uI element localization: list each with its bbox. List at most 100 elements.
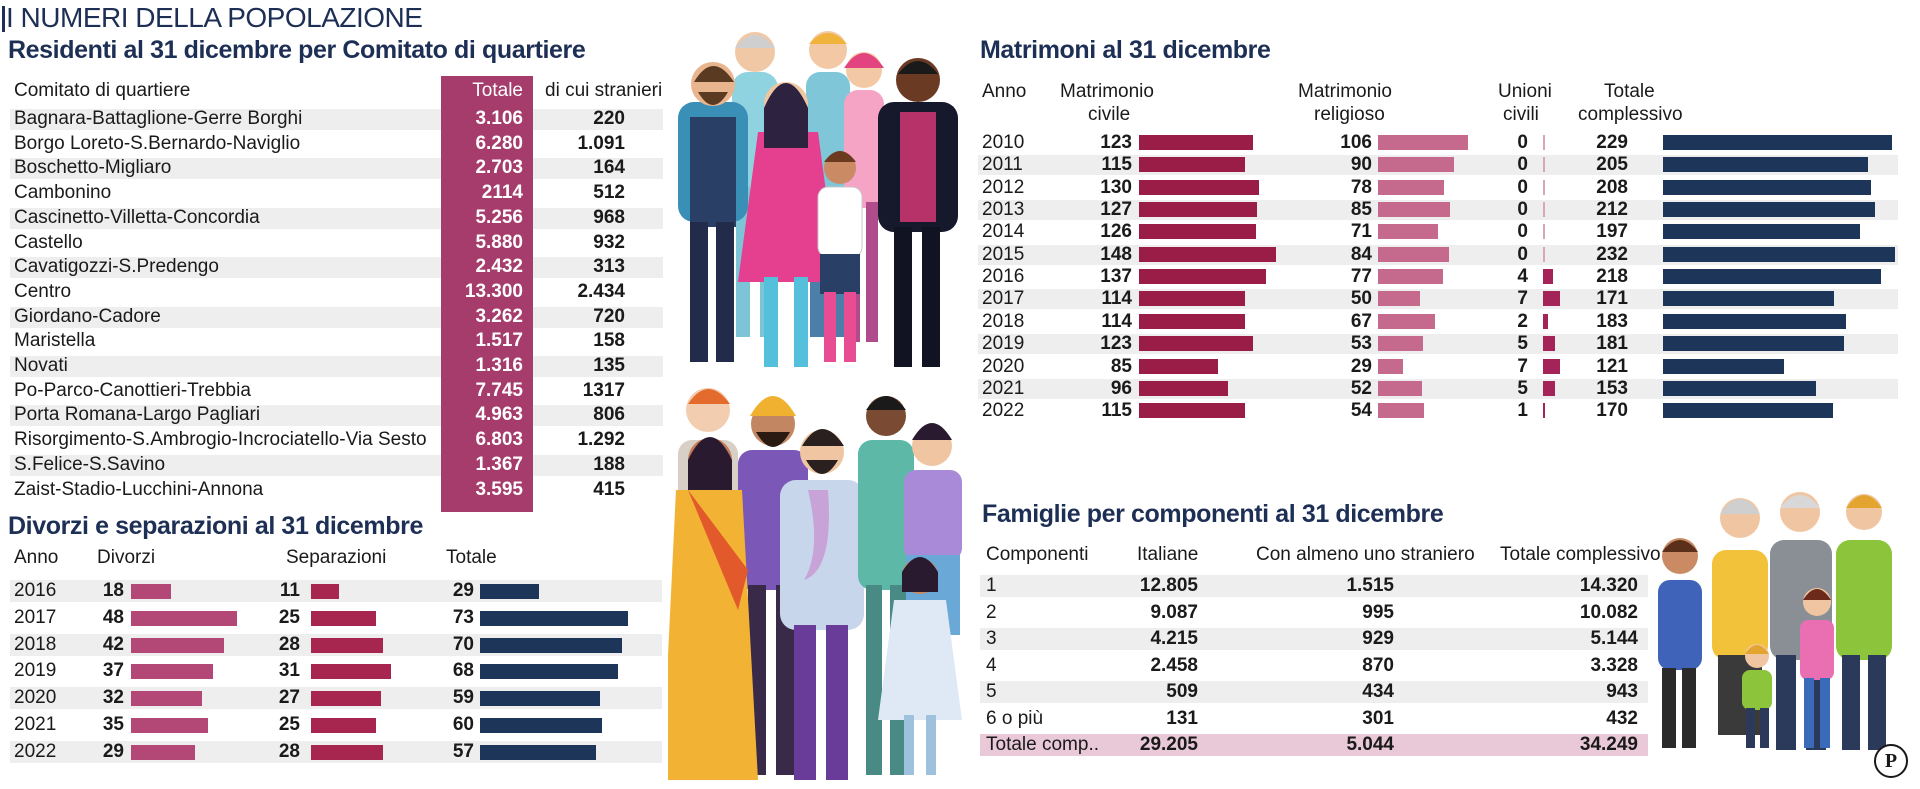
residenti-title: Residenti al 31 dicembre per Comitato di… bbox=[8, 36, 586, 64]
residenti-total: 3.106 bbox=[475, 108, 523, 129]
residenti-name: Boschetto-Migliaro bbox=[14, 157, 172, 179]
civile-bar bbox=[1139, 403, 1246, 419]
famiglie-total-straniero: 5.044 bbox=[1346, 734, 1394, 755]
residenti-total: 7.745 bbox=[475, 379, 523, 401]
divorzi-total-value-label: 60 bbox=[452, 714, 474, 735]
famiglie-componenti: 3 bbox=[986, 628, 997, 649]
separazioni-value-label: 28 bbox=[278, 633, 300, 655]
separazioni-bar bbox=[311, 718, 376, 733]
separazioni-bar bbox=[311, 664, 391, 680]
matrimoni-total-value-label: 205 bbox=[1596, 154, 1628, 176]
civile-bar bbox=[1139, 157, 1246, 173]
main-title: I NUMERI DELLA POPOLAZIONE bbox=[1, 2, 423, 33]
residenti-total: 5.256 bbox=[475, 206, 523, 228]
residenti-foreign: 188 bbox=[593, 453, 625, 475]
table-row-stripe bbox=[533, 405, 663, 427]
matrimoni-year: 2012 bbox=[982, 176, 1025, 198]
residenti-name: Po-Parco-Canottieri-Trebbia bbox=[14, 379, 251, 401]
residenti-foreign: 135 bbox=[593, 355, 625, 376]
famiglie-italiane: 4.215 bbox=[1150, 628, 1198, 649]
matrimoni-total-value-label: 232 bbox=[1596, 243, 1628, 265]
person-pink-dress-woman bbox=[738, 82, 838, 367]
divorzi-year: 2021 bbox=[14, 714, 57, 735]
matrimoni-total-bar bbox=[1663, 403, 1833, 419]
separazioni-value-label: 31 bbox=[278, 660, 300, 682]
divorzi-value-label: 18 bbox=[102, 580, 124, 601]
divorzi-title: Divorzi e separazioni al 31 dicembre bbox=[8, 512, 423, 540]
religioso-value-label: 85 bbox=[1350, 199, 1372, 221]
divorzi-value-label: 35 bbox=[102, 714, 124, 735]
divorzi-bar bbox=[131, 610, 237, 626]
table-row-stripe bbox=[533, 454, 663, 476]
residenti-name: Novati bbox=[14, 355, 68, 376]
civile-value-label: 115 bbox=[1101, 154, 1132, 176]
religioso-bar bbox=[1378, 246, 1450, 262]
famiglie-totale: 432 bbox=[1606, 707, 1638, 729]
civile-value-label: 148 bbox=[1100, 243, 1132, 265]
unioni-bar bbox=[1543, 403, 1546, 419]
separazioni-value-label: 11 bbox=[279, 580, 300, 601]
religioso-bar bbox=[1378, 313, 1435, 329]
table-row-stripe bbox=[10, 454, 441, 476]
unioni-value-label: 0 bbox=[1517, 154, 1528, 176]
person-man-green bbox=[1836, 494, 1892, 750]
residenti-total: 3.262 bbox=[475, 305, 523, 327]
religioso-bar bbox=[1378, 336, 1423, 352]
famiglie-header-comp: Componenti bbox=[986, 544, 1089, 565]
person-girl-pink bbox=[1800, 588, 1834, 748]
residenti-total-column-bg bbox=[441, 76, 533, 512]
famiglie-straniero: 1.515 bbox=[1346, 575, 1394, 596]
matrimoni-total-value-label: 229 bbox=[1596, 132, 1628, 153]
divorzi-year: 2016 bbox=[14, 580, 57, 601]
divorzi-header-year: Anno bbox=[14, 547, 59, 568]
residenti-header-name: Comitato di quartiere bbox=[14, 80, 191, 101]
matrimoni-year: 2019 bbox=[982, 333, 1025, 355]
matrimoni-total-bar bbox=[1663, 336, 1844, 352]
matrimoni-total-value-label: 153 bbox=[1596, 377, 1628, 399]
separazioni-bar bbox=[311, 744, 384, 760]
famiglie-componenti: 4 bbox=[986, 654, 997, 676]
publisher-logo: P bbox=[1874, 744, 1908, 778]
matrimoni-total-bar bbox=[1663, 269, 1881, 285]
residenti-foreign: 415 bbox=[593, 478, 625, 500]
residenti-foreign: 806 bbox=[593, 404, 625, 426]
family-illustration bbox=[1658, 492, 1892, 750]
famiglie-header-str: Con almeno uno straniero bbox=[1256, 544, 1475, 565]
residenti-foreign: 720 bbox=[593, 305, 625, 327]
civile-value-label: 126 bbox=[1100, 221, 1132, 243]
unioni-bar bbox=[1543, 224, 1545, 240]
residenti-foreign: 968 bbox=[593, 206, 625, 228]
divorzi-year: 2019 bbox=[14, 660, 57, 682]
famiglie-total-label: Totale comp.. bbox=[986, 734, 1099, 755]
table-row-stripe bbox=[980, 628, 1648, 650]
religioso-bar bbox=[1378, 157, 1455, 173]
civile-bar bbox=[1139, 135, 1253, 150]
separazioni-bar bbox=[311, 610, 376, 626]
civile-bar bbox=[1139, 202, 1257, 218]
religioso-value-label: 29 bbox=[1350, 355, 1372, 377]
matrimoni-header-year: Anno bbox=[982, 81, 1027, 102]
matrimoni-total-bar bbox=[1663, 202, 1875, 218]
matrimoni-total-value-label: 197 bbox=[1596, 221, 1628, 243]
religioso-value-label: 78 bbox=[1350, 176, 1372, 198]
residenti-name: Porta Romana-Largo Pagliari bbox=[14, 404, 261, 426]
matrimoni-year: 2014 bbox=[982, 221, 1025, 243]
table-row-stripe bbox=[10, 207, 441, 229]
residenti-total: 4.963 bbox=[475, 404, 523, 426]
civile-value-label: 123 bbox=[1100, 132, 1132, 153]
residenti-foreign: 164 bbox=[593, 157, 625, 179]
famiglie-componenti: 6 o più bbox=[986, 707, 1044, 729]
residenti-name: Castello bbox=[14, 231, 83, 253]
matrimoni-total-value-label: 170 bbox=[1596, 400, 1628, 422]
residenti-total: 2.703 bbox=[475, 157, 523, 179]
unioni-value-label: 7 bbox=[1517, 288, 1528, 310]
famiglie-straniero: 301 bbox=[1362, 707, 1394, 729]
religioso-bar bbox=[1378, 403, 1424, 419]
famiglie-straniero: 870 bbox=[1362, 654, 1394, 676]
residenti-foreign: 1.091 bbox=[577, 132, 625, 154]
civile-value-label: 123 bbox=[1100, 333, 1132, 355]
divorzi-total-bar bbox=[480, 664, 618, 680]
matrimoni-total-bar bbox=[1663, 358, 1784, 374]
famiglie-italiane: 131 bbox=[1166, 707, 1198, 729]
divorzi-bar bbox=[131, 691, 202, 707]
